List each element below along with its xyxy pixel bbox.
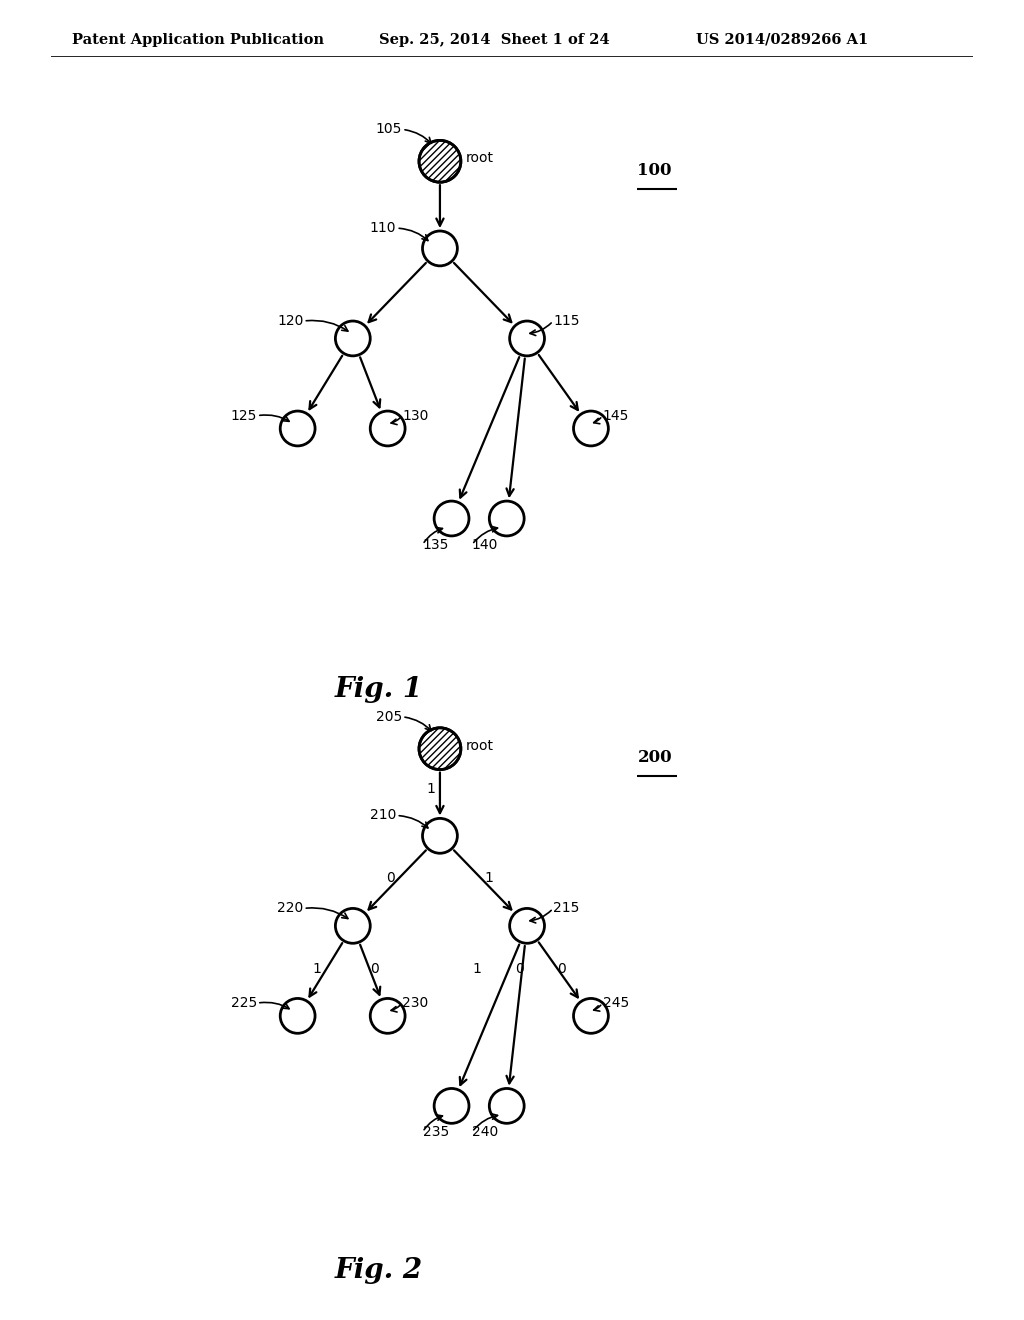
Text: 120: 120 bbox=[278, 314, 303, 329]
Text: root: root bbox=[466, 739, 494, 752]
Circle shape bbox=[573, 411, 608, 446]
Text: 220: 220 bbox=[278, 902, 303, 916]
Text: Patent Application Publication: Patent Application Publication bbox=[72, 33, 324, 46]
Circle shape bbox=[434, 502, 469, 536]
Text: 145: 145 bbox=[602, 409, 629, 422]
Text: Fig. 1: Fig. 1 bbox=[335, 676, 423, 702]
Text: 225: 225 bbox=[230, 997, 257, 1010]
Text: US 2014/0289266 A1: US 2014/0289266 A1 bbox=[696, 33, 868, 46]
Text: 100: 100 bbox=[637, 161, 672, 178]
Circle shape bbox=[573, 998, 608, 1034]
Circle shape bbox=[371, 411, 406, 446]
Text: 215: 215 bbox=[553, 902, 580, 916]
Text: 1: 1 bbox=[427, 783, 435, 796]
Circle shape bbox=[423, 818, 458, 853]
Circle shape bbox=[419, 140, 461, 182]
Circle shape bbox=[423, 231, 458, 265]
Text: 105: 105 bbox=[376, 123, 402, 136]
Text: 135: 135 bbox=[423, 537, 449, 552]
Text: 235: 235 bbox=[423, 1125, 449, 1139]
Text: 110: 110 bbox=[370, 220, 396, 235]
Text: 0: 0 bbox=[515, 962, 524, 977]
Text: 0: 0 bbox=[386, 871, 395, 884]
Circle shape bbox=[419, 727, 461, 770]
Text: 125: 125 bbox=[230, 409, 257, 422]
Text: 1: 1 bbox=[312, 962, 322, 977]
Text: 200: 200 bbox=[637, 748, 672, 766]
Circle shape bbox=[336, 908, 371, 944]
Text: Fig. 2: Fig. 2 bbox=[335, 1257, 423, 1283]
Text: 130: 130 bbox=[402, 409, 429, 422]
Text: 0: 0 bbox=[371, 962, 379, 977]
Circle shape bbox=[434, 1089, 469, 1123]
Circle shape bbox=[510, 908, 545, 944]
Circle shape bbox=[510, 321, 545, 356]
Text: 240: 240 bbox=[472, 1125, 498, 1139]
Text: 245: 245 bbox=[602, 997, 629, 1010]
Text: 210: 210 bbox=[370, 808, 396, 822]
Text: 140: 140 bbox=[472, 537, 499, 552]
Circle shape bbox=[281, 998, 315, 1034]
Text: 0: 0 bbox=[557, 962, 566, 977]
Circle shape bbox=[281, 411, 315, 446]
Circle shape bbox=[371, 998, 406, 1034]
Text: 230: 230 bbox=[402, 997, 428, 1010]
Text: Sep. 25, 2014  Sheet 1 of 24: Sep. 25, 2014 Sheet 1 of 24 bbox=[379, 33, 609, 46]
Circle shape bbox=[489, 1089, 524, 1123]
Circle shape bbox=[336, 321, 371, 356]
Text: 205: 205 bbox=[376, 710, 402, 723]
Circle shape bbox=[489, 502, 524, 536]
Text: root: root bbox=[466, 152, 494, 165]
Text: 1: 1 bbox=[485, 871, 494, 884]
Text: 1: 1 bbox=[473, 962, 481, 977]
Text: 115: 115 bbox=[553, 314, 580, 329]
